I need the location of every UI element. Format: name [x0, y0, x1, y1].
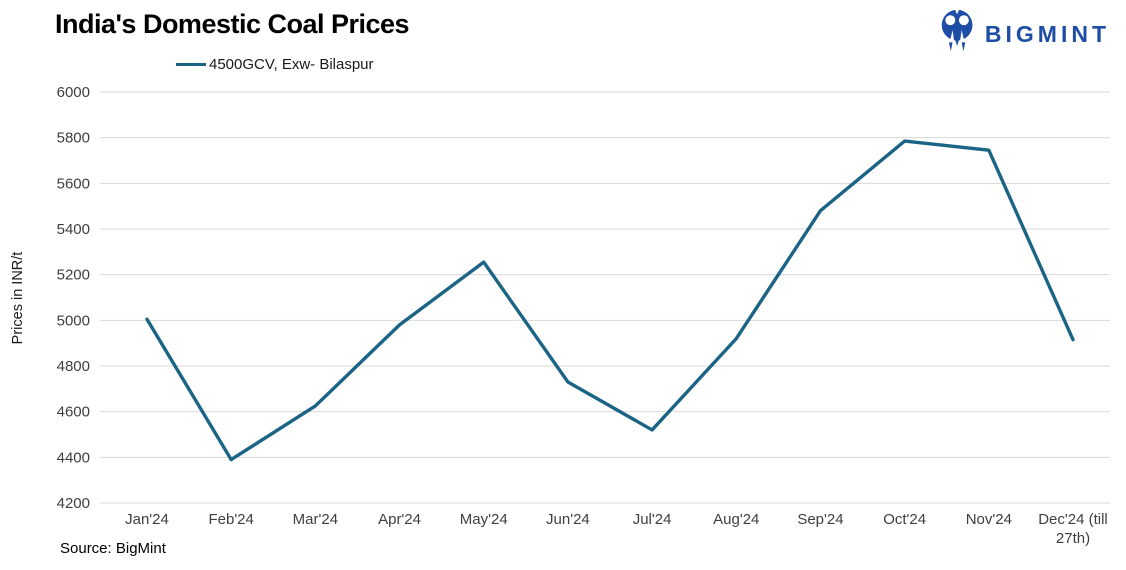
- x-tick-label: Jan'24: [125, 511, 169, 528]
- y-tick-label: 4400: [57, 449, 90, 466]
- y-tick-label: 6000: [57, 84, 90, 101]
- x-tick-label: Aug'24: [713, 511, 759, 528]
- y-tick-label: 5400: [57, 221, 90, 238]
- legend-line-swatch: [176, 63, 206, 66]
- x-tick-label: Jun'24: [546, 511, 590, 528]
- x-tick-label: Dec'24 (till 27th): [1038, 511, 1108, 547]
- chart-title: India's Domestic Coal Prices: [55, 9, 410, 39]
- x-tick-label: Nov'24: [966, 511, 1012, 528]
- x-tick-label: Oct'24: [883, 511, 926, 528]
- x-tick-label: May'24: [460, 511, 508, 528]
- bigmint-logo-text: BIGMINT: [984, 20, 1110, 47]
- x-tick-label: Sep'24: [797, 511, 843, 528]
- y-tick-label: 5800: [57, 130, 90, 147]
- y-tick-label: 4600: [57, 404, 90, 421]
- x-tick-label: Apr'24: [378, 511, 421, 528]
- y-tick-label: 4200: [57, 495, 90, 512]
- y-tick-label: 5600: [57, 175, 90, 192]
- x-tick-label: Feb'24: [208, 511, 253, 528]
- source-note: Source: BigMint: [60, 540, 166, 557]
- y-tick-label: 4800: [57, 358, 90, 375]
- chart-legend: 4500GCV, Exw- Bilaspur: [176, 56, 374, 73]
- price-line-series: [145, 139, 1075, 462]
- y-tick-label: 5000: [57, 312, 90, 329]
- x-tick-label: Jul'24: [633, 511, 672, 528]
- bigmint-mark-icon: [938, 8, 978, 60]
- bigmint-logo: BIGMINT: [938, 8, 1110, 60]
- y-tick-label: 5200: [57, 267, 90, 284]
- x-tick-label: Mar'24: [293, 511, 338, 528]
- legend-series-label: 4500GCV, Exw- Bilaspur: [209, 56, 374, 73]
